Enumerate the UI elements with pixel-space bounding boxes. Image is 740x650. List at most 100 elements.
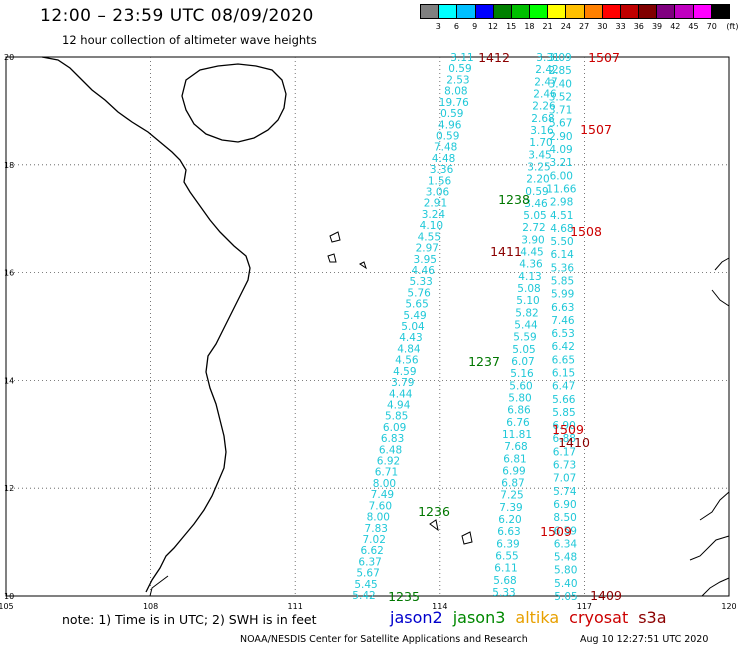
wave-height-value: 5.85: [552, 407, 575, 419]
wave-height-value: 3.16: [530, 125, 554, 137]
wave-height-value: 3.40: [549, 78, 572, 90]
wave-height-value: 6.37: [358, 556, 381, 568]
wave-height-value: 8.50: [553, 512, 576, 524]
wave-height-value: 1.70: [529, 137, 552, 149]
pass-time-label: 1409: [590, 588, 622, 603]
wave-height-value: 3.36: [430, 164, 454, 176]
wave-height-value: 5.36: [551, 262, 575, 274]
footer-note: note: 1) Time is in UTC; 2) SWH is in fe…: [62, 612, 317, 627]
wave-height-value: 6.99: [502, 465, 525, 477]
wave-height-value: 5.67: [356, 568, 379, 580]
wave-height-value: 4.96: [438, 119, 462, 131]
pass-time-label: 1235: [388, 589, 420, 604]
wave-height-value: 5.05: [554, 591, 577, 603]
color-scale: 3 6 9 12 15 18 21 24 27 30 33 36 39 42 45 70 (ft): [420, 4, 738, 38]
wave-height-value: 7.39: [499, 502, 522, 514]
wave-height-value: 2.46: [533, 88, 557, 100]
scale-unit: (ft): [726, 22, 739, 31]
wave-height-value: 8.00: [373, 478, 396, 490]
pass-time-label: 1507: [580, 122, 612, 137]
wave-height-value: 4.13: [518, 271, 541, 283]
wave-height-value: 7.49: [371, 489, 394, 501]
wave-height-value: 6.73: [553, 460, 576, 472]
wave-height-value: 3.21: [549, 157, 572, 169]
wave-height-value: 5.66: [552, 394, 576, 406]
wave-height-value: 5.45: [354, 579, 377, 591]
scale-label: 33: [615, 22, 626, 31]
pass-time-label: 1508: [570, 224, 602, 239]
scale-label: 30: [597, 22, 608, 31]
wave-height-value: 5.99: [551, 289, 574, 301]
scale-swatch: [457, 5, 476, 18]
wave-height-value: 6.09: [383, 422, 406, 434]
y-tick-label: 14: [4, 376, 14, 385]
wave-height-value: 2.72: [522, 222, 545, 234]
wave-height-value: 7.25: [500, 490, 523, 502]
wave-height-value: 6.87: [501, 478, 524, 490]
wave-height-value: 2.47: [534, 76, 557, 88]
page-title: 12:00 – 23:59 UTC 08/09/2020: [40, 6, 314, 26]
page-subtitle: 12 hour collection of altimeter wave hei…: [62, 33, 317, 47]
wave-height-value: 6.20: [498, 514, 521, 526]
coastline-hainan: [181, 63, 287, 143]
wave-height-value: 6.15: [552, 368, 575, 380]
wave-height-value: 5.33: [492, 587, 515, 599]
x-tick-label: 108: [143, 602, 158, 611]
scale-label: 3: [435, 22, 441, 31]
y-tick-label: 20: [4, 53, 14, 62]
wave-height-value: 4.36: [519, 259, 543, 271]
scale-label: 39: [651, 22, 663, 31]
wave-height-value: 11.81: [502, 429, 532, 441]
scale-label: 70: [706, 22, 717, 31]
scale-swatch: [493, 5, 512, 18]
wave-height-value: 5.85: [551, 275, 574, 287]
wave-height-value: 0.59: [525, 186, 548, 198]
wave-height-value: 5.49: [403, 310, 426, 322]
wave-height-value: 7.83: [365, 523, 388, 535]
wave-height-value: 2.90: [549, 131, 572, 143]
wave-height-value: 3.25: [527, 161, 550, 173]
wave-height-value: 6.11: [494, 563, 517, 575]
scale-label: 42: [670, 22, 681, 31]
wave-height-value: 1.56: [428, 175, 452, 187]
wave-height-value: 5.40: [554, 578, 577, 590]
wave-height-value: 3.31: [536, 52, 559, 64]
wave-height-value: 4.68: [550, 223, 573, 235]
scale-swatch: [530, 5, 549, 18]
wave-height-value: 3.11: [450, 52, 473, 64]
wave-height-value: 7.68: [504, 441, 527, 453]
scale-label: 12: [487, 22, 499, 31]
wave-height-value: 3.06: [426, 187, 450, 199]
wave-height-value: 5.16: [510, 368, 534, 380]
wave-height-value: 6.83: [381, 433, 404, 445]
wave-height-value: 4.45: [520, 247, 543, 259]
wave-height-value: 4.44: [389, 388, 413, 400]
altimeter-tracks: 3.110.592.538.0819.760.594.960.597.484.4…: [352, 52, 577, 603]
scale-swatch: [439, 5, 458, 18]
wave-height-value: 6.71: [375, 467, 398, 479]
wave-height-value: 6.59: [554, 525, 577, 537]
coastline-islands: [327, 231, 730, 597]
wave-height-value: 7.07: [553, 473, 576, 485]
scale-swatch: [421, 5, 440, 18]
scale-swatch: [584, 5, 603, 18]
wave-height-value: 7.60: [369, 500, 392, 512]
pass-time-label: 1411: [490, 244, 522, 259]
wave-height-value: 5.59: [513, 332, 536, 344]
wave-height-value: 4.56: [395, 355, 419, 367]
wave-height-value: 5.80: [554, 565, 577, 577]
scale-swatch: [693, 5, 712, 18]
wave-height-value: 19.76: [439, 97, 469, 109]
scale-swatch: [475, 5, 494, 18]
scale-swatch: [566, 5, 585, 18]
pass-time-label: 1509: [540, 524, 572, 539]
wave-height-value: 5.48: [554, 552, 577, 564]
pass-time-label: 1236: [418, 504, 450, 519]
wave-height-value: 4.10: [420, 220, 443, 232]
pass-time-label: 1410: [558, 435, 590, 450]
map-frame: [5, 56, 730, 597]
legend-item-cryosat: cryosat: [569, 608, 629, 627]
wave-height-value: 5.60: [509, 380, 532, 392]
wave-height-value: 4.84: [397, 343, 421, 355]
wave-height-value: 3.95: [414, 254, 437, 266]
